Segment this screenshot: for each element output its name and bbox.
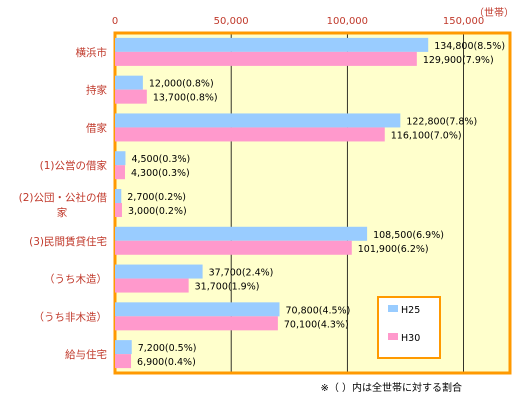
data-label: 4,500(0.3%) [131, 154, 190, 165]
data-label: 101,900(6.2%) [358, 244, 429, 255]
category-label: 借家 [86, 121, 107, 134]
data-label: 7,200(0.5%) [138, 343, 197, 354]
x-tick-label: 50,000 [214, 16, 249, 27]
bar-h25 [115, 113, 401, 128]
bar-h25 [115, 302, 280, 317]
category-label: (3)民間賃貸住宅 [29, 235, 107, 248]
category-label: (2)公団・公社の借 [19, 191, 108, 204]
category-label: （うち木造） [44, 273, 107, 286]
x-tick-label: 0 [112, 16, 118, 27]
bar-h25 [115, 37, 429, 52]
legend-label-h25: H25 [401, 305, 420, 316]
category-label: 横浜市 [76, 46, 108, 59]
x-tick-label: 100,000 [327, 16, 368, 27]
bar-h30 [115, 240, 352, 255]
data-label: 13,700(0.8%) [153, 93, 218, 104]
data-label: 31,700(1.9%) [195, 282, 260, 293]
legend-swatch-h30 [388, 333, 398, 340]
category-label: (1)公営の借家 [40, 159, 108, 172]
bar-h30 [115, 316, 278, 331]
category-label: 給与住宅 [65, 348, 107, 361]
bar-h25 [115, 264, 203, 279]
data-label: 37,700(2.4%) [209, 268, 274, 279]
legend-swatch-h25 [388, 305, 398, 312]
bar-h25 [115, 75, 143, 90]
legend: H25 H30 [377, 296, 441, 359]
unit-label: （世帯） [474, 6, 514, 19]
legend-label-h30: H30 [401, 333, 420, 344]
data-label: 122,800(7.8%) [406, 116, 477, 127]
bar-h30 [115, 278, 189, 293]
data-label: 70,800(4.5%) [286, 305, 351, 316]
bar-h30 [115, 165, 125, 180]
bar-h25 [115, 226, 368, 241]
data-label: 3,000(0.2%) [128, 206, 187, 217]
data-label: 6,900(0.4%) [137, 357, 196, 368]
data-label: 134,800(8.5%) [434, 41, 505, 52]
data-label: 2,700(0.2%) [127, 192, 186, 203]
category-label: 持家 [86, 84, 107, 97]
data-label: 12,000(0.8%) [149, 79, 214, 90]
data-label: 108,500(6.9%) [373, 230, 444, 241]
footnote: ※（ ）内は全世帯に対する割合 [320, 381, 462, 394]
chart-marks [115, 37, 429, 369]
data-label: 129,900(7.9%) [423, 55, 494, 66]
data-label: 116,100(7.0%) [391, 130, 462, 141]
data-label: 70,100(4.3%) [284, 319, 349, 330]
bar-h30 [115, 127, 385, 142]
data-label: 4,300(0.3%) [131, 168, 190, 179]
category-label-wrap: 家 [57, 206, 68, 219]
bar-h30 [115, 203, 122, 217]
category-label: （うち非木造） [34, 310, 108, 323]
bar-h30 [115, 354, 132, 369]
chart-text: 0 50,000 100,000 150,000（世帯） 134,800(8.5%) 12… [19, 6, 514, 394]
bar-h25 [115, 189, 122, 203]
x-tick-label: 150,000 [443, 16, 484, 27]
bar-h25 [115, 340, 132, 355]
bar-h25 [115, 151, 126, 166]
bar-h30 [115, 89, 147, 104]
bar-h30 [115, 51, 417, 66]
